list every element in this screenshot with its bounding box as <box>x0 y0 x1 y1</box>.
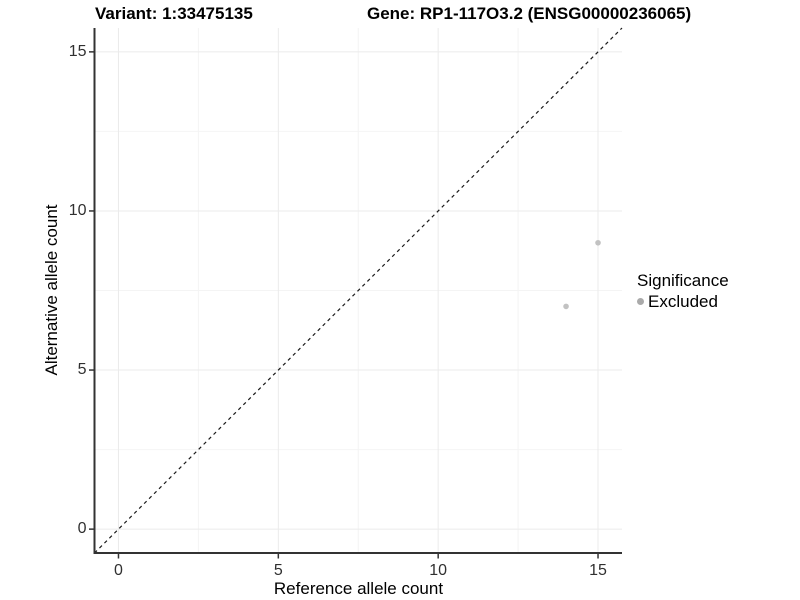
x-tick-label-5: 5 <box>273 562 283 579</box>
excluded-point-icon <box>637 298 644 305</box>
x-tick-label-10: 10 <box>429 562 448 579</box>
x-tick-label-0: 0 <box>114 562 123 579</box>
legend-entry-excluded: Excluded <box>637 291 729 312</box>
y-tick-label-10: 10 <box>68 201 87 219</box>
data-point-14-7 <box>563 303 569 310</box>
gene-title: Gene: RP1-117O3.2 (ENSG00000236065) <box>367 4 692 23</box>
legend-title: Significance <box>637 271 729 290</box>
y-tick-label-15: 15 <box>68 42 87 60</box>
x-axis-title: Reference allele count <box>273 579 444 598</box>
y-axis-title: Alternative allele count <box>42 204 61 376</box>
y-tick-label-5: 5 <box>77 361 87 379</box>
y-tick-label-0: 0 <box>77 520 87 538</box>
x-tick-label-15: 15 <box>589 562 607 579</box>
legend: Significance Excluded <box>637 270 729 312</box>
data-point-15-9 <box>595 239 601 246</box>
identity-line <box>94 27 623 554</box>
variant-title: Variant: 1:33475135 <box>95 4 253 23</box>
legend-entry-label: Excluded <box>648 292 718 311</box>
